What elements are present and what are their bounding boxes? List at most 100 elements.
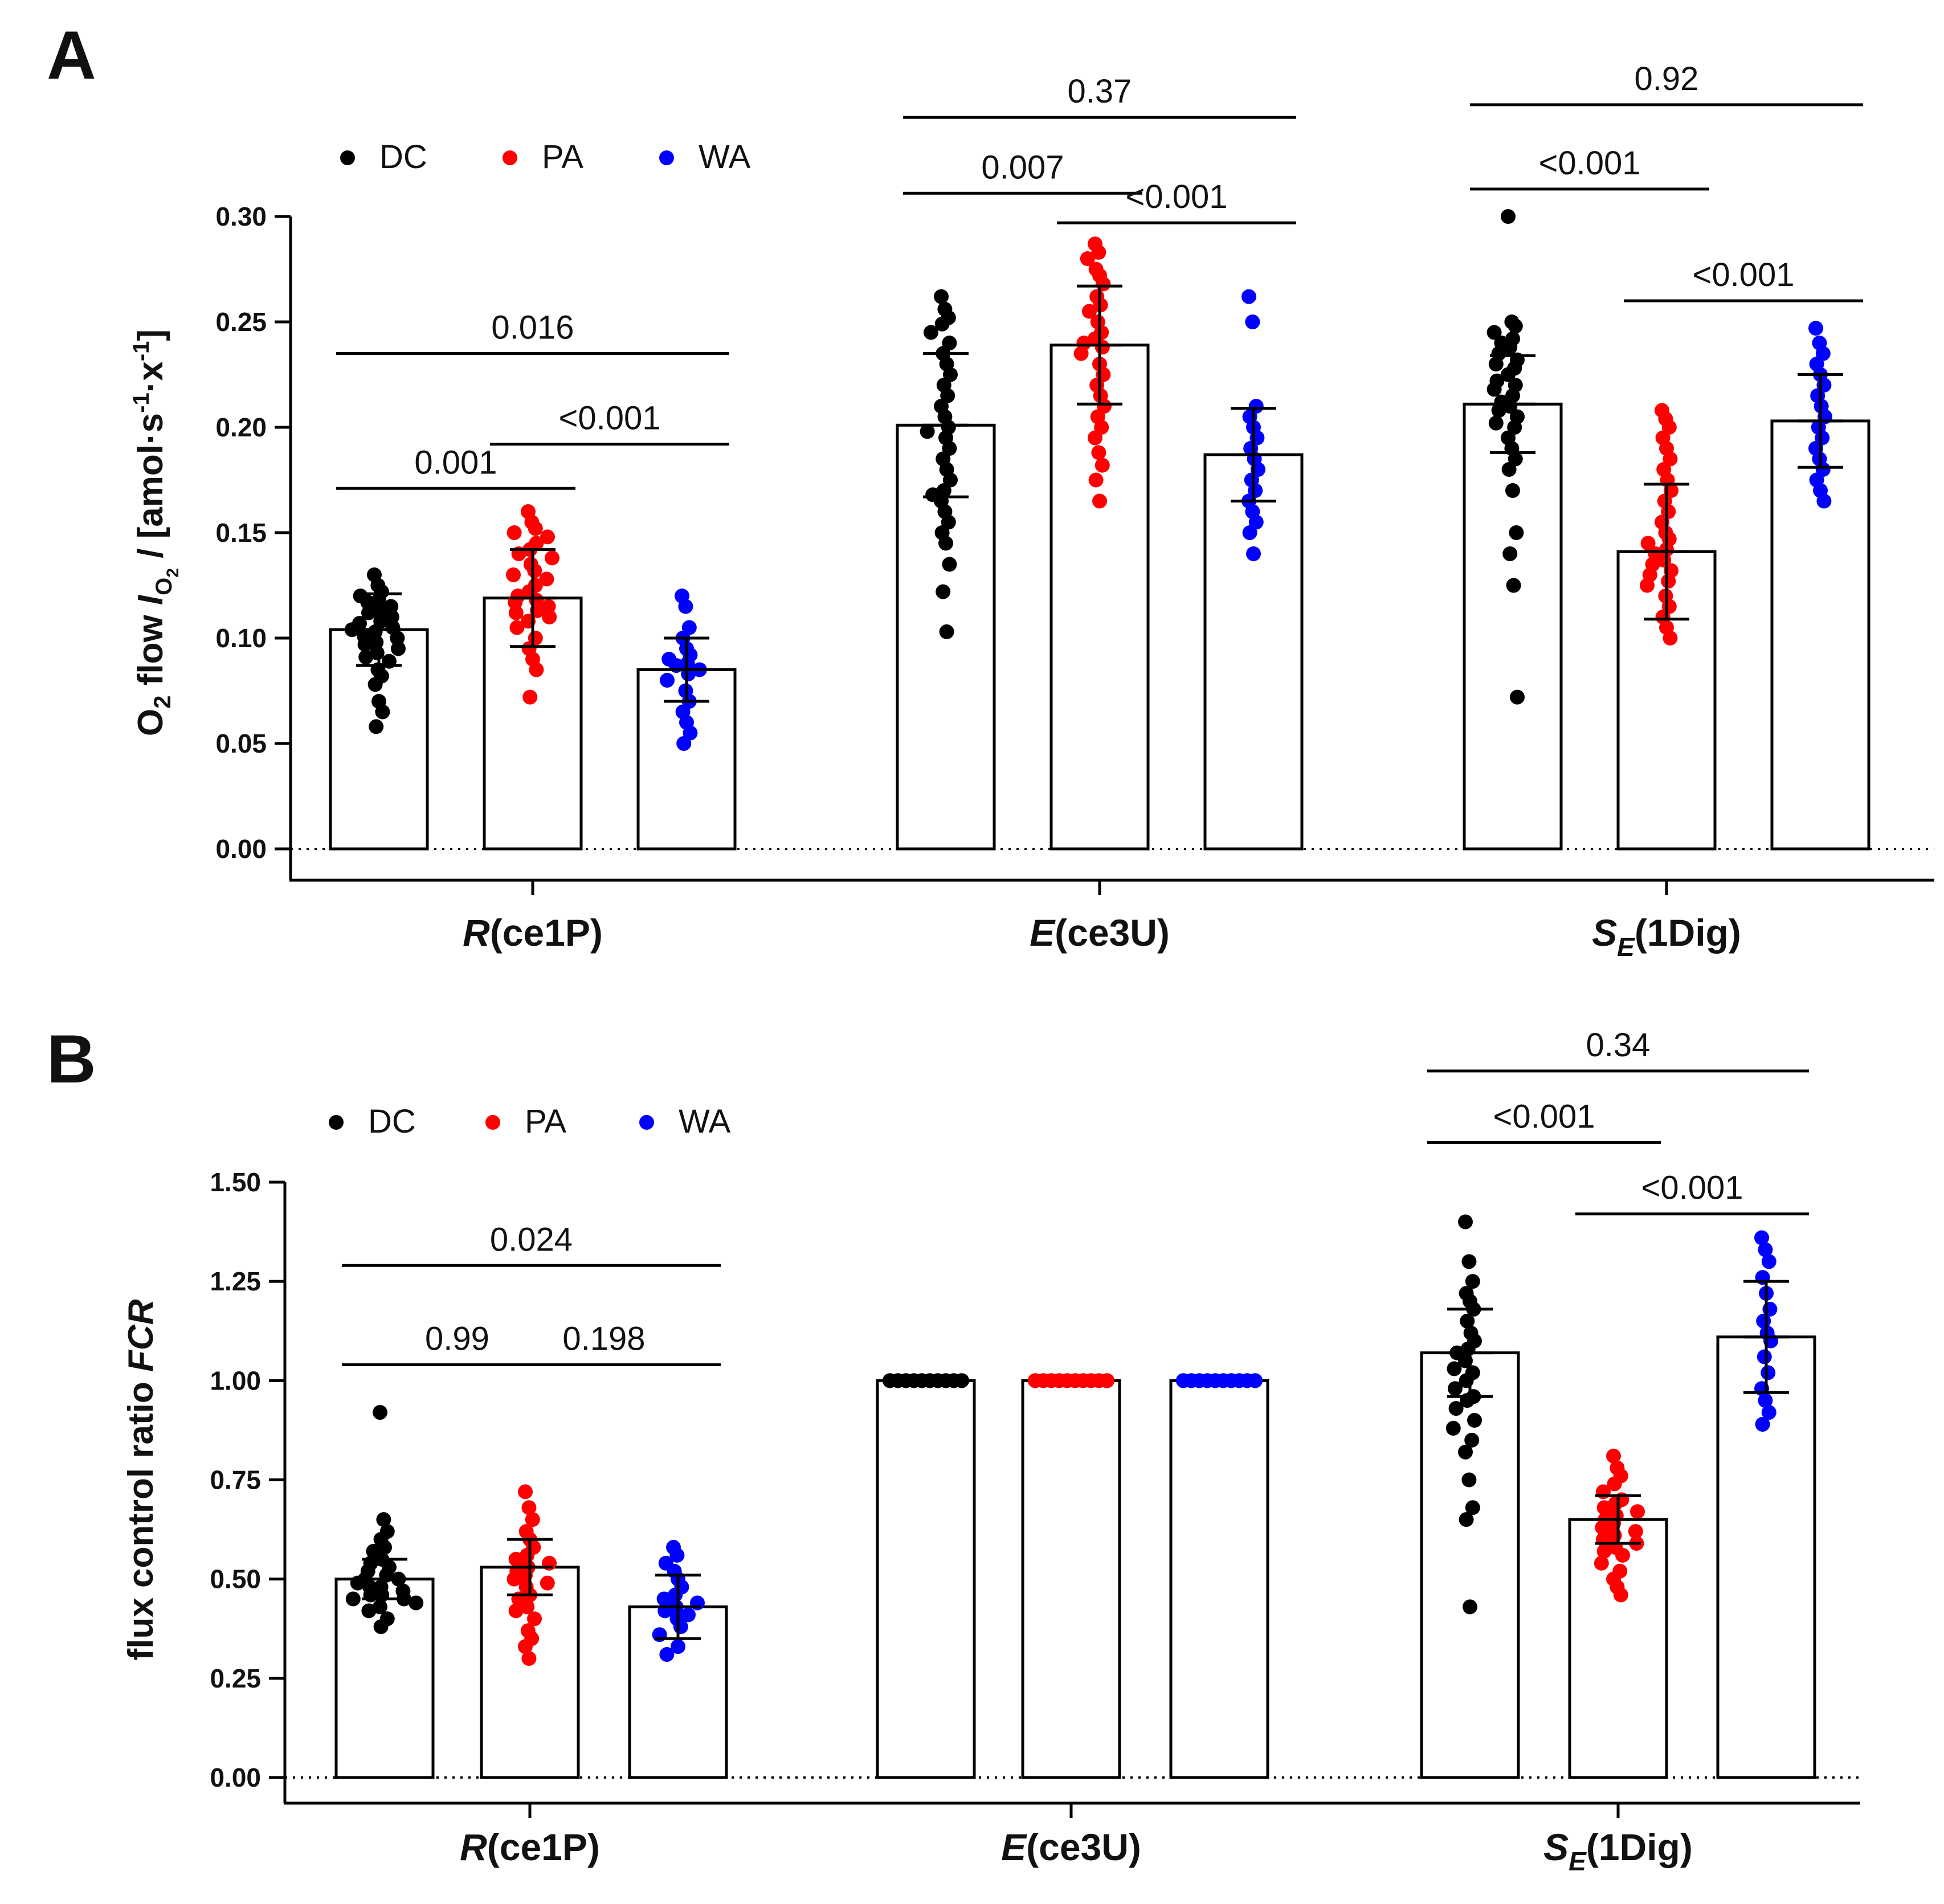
p-value-label: 0.34	[1586, 1027, 1651, 1064]
y-tick-label: 0.75	[210, 1465, 261, 1495]
data-point-dc	[936, 584, 951, 599]
data-point-pa	[509, 620, 525, 635]
bar-pa	[1021, 1379, 1121, 1779]
data-point-pa	[1091, 244, 1106, 260]
data-point-dc	[934, 289, 949, 304]
legend-marker-wa	[639, 1115, 654, 1130]
chart-panel-a: 0.00 0.05 0.10 0.15 0.20 0.25 0.30 O2 flow IO2 …	[129, 60, 1934, 962]
data-point-dc	[1491, 403, 1506, 418]
data-point-pa	[522, 689, 538, 705]
data-point-wa	[669, 1547, 685, 1563]
data-point-pa	[1595, 1520, 1610, 1535]
data-point-wa	[1761, 1254, 1776, 1269]
data-point-dc	[1445, 1420, 1461, 1436]
p-value-label: <0.001	[1493, 1098, 1595, 1135]
data-point-dc	[1508, 318, 1523, 334]
data-point-pa	[1628, 1524, 1643, 1539]
p-value-label: 0.198	[562, 1320, 645, 1357]
data-point-wa	[659, 1647, 675, 1662]
legend-marker-pa	[503, 150, 517, 165]
data-point-dc	[924, 325, 938, 340]
legend-label-dc: DC	[368, 1103, 416, 1140]
data-point-dc	[1505, 483, 1520, 498]
data-point-pa	[507, 1571, 522, 1587]
data-point-pa	[528, 521, 543, 536]
bar-dc	[876, 1379, 976, 1779]
data-point-dc	[1448, 1401, 1464, 1416]
legend-label-pa: PA	[542, 138, 583, 175]
p-value-label: <0.001	[558, 400, 660, 437]
y-tick-label: 1.25	[210, 1266, 261, 1296]
data-point-wa	[673, 1619, 688, 1635]
data-point-pa	[1613, 1587, 1628, 1603]
data-point-pa	[540, 529, 555, 545]
data-point-pa	[506, 567, 521, 582]
data-point-dc	[369, 645, 385, 660]
data-point-dc	[361, 1603, 377, 1619]
bar-pa	[1568, 1518, 1668, 1779]
data-point-pa	[1640, 578, 1655, 593]
data-point-dc	[942, 557, 957, 572]
data-point-dc	[1448, 1381, 1463, 1396]
category-label: E(ce3U)	[1001, 1826, 1141, 1868]
data-point-wa	[681, 1607, 696, 1623]
p-value-label: <0.001	[1125, 178, 1227, 215]
data-point-dc	[1464, 1432, 1480, 1448]
y-tick-label: 0.00	[210, 1763, 261, 1792]
category-label: R(ce1P)	[463, 912, 603, 954]
data-point-pa	[518, 1484, 533, 1499]
data-point-wa	[1808, 321, 1823, 336]
y-axis-label: O2 flow IO2 / [amol·s-1·x-1]	[129, 329, 182, 736]
data-point-dc	[954, 1373, 969, 1388]
legend-marker-dc	[329, 1115, 344, 1130]
data-point-dc	[1458, 1444, 1473, 1460]
data-point-pa	[1661, 574, 1676, 589]
data-point-dc	[376, 1512, 391, 1527]
data-point-dc	[375, 704, 390, 720]
data-point-dc	[1467, 1413, 1482, 1428]
data-point-dc	[1461, 1472, 1477, 1488]
data-point-dc	[920, 424, 935, 439]
data-point-dc	[1502, 546, 1518, 561]
y-axis-label: flux control ratio FCR	[121, 1299, 161, 1660]
p-value-label: <0.001	[1538, 145, 1640, 182]
data-point-pa	[529, 662, 544, 677]
data-point-wa	[676, 736, 692, 751]
data-point-pa	[1596, 1500, 1612, 1515]
y-tick-label: 0.15	[215, 518, 267, 547]
data-point-dc	[1461, 1254, 1477, 1269]
data-point-pa	[521, 1651, 537, 1666]
data-point-pa	[1073, 346, 1089, 361]
data-point-dc	[344, 622, 360, 638]
data-point-pa	[1615, 1547, 1630, 1563]
p-value-label: 0.007	[981, 149, 1064, 186]
data-point-pa	[1594, 1555, 1609, 1571]
data-point-wa	[1755, 1416, 1770, 1432]
data-point-wa	[1248, 1373, 1263, 1388]
data-point-dc	[938, 536, 953, 551]
data-point-pa	[1094, 340, 1110, 355]
data-point-dc	[361, 605, 376, 620]
data-point-pa	[1630, 1504, 1645, 1519]
data-point-dc	[939, 624, 954, 639]
data-point-wa	[656, 1591, 672, 1607]
data-point-dc	[358, 649, 374, 665]
data-point-pa	[1596, 1543, 1612, 1559]
data-point-pa	[545, 550, 559, 566]
data-point-dc	[373, 1405, 387, 1420]
y-tick-label: 0.00	[215, 834, 267, 864]
data-point-dc	[1502, 340, 1518, 355]
bar-dc	[1463, 402, 1563, 851]
data-point-wa	[1761, 1365, 1776, 1380]
data-point-pa	[508, 1551, 524, 1567]
y-tick-label: 1.50	[210, 1167, 261, 1197]
data-point-pa	[1094, 457, 1110, 473]
p-value-label: 0.001	[414, 444, 497, 481]
data-point-pa	[1082, 304, 1097, 319]
data-point-dc	[1501, 209, 1516, 224]
data-point-pa	[539, 571, 554, 587]
data-point-pa	[508, 605, 524, 620]
data-point-dc	[1459, 1512, 1474, 1527]
data-point-dc	[345, 1591, 361, 1607]
